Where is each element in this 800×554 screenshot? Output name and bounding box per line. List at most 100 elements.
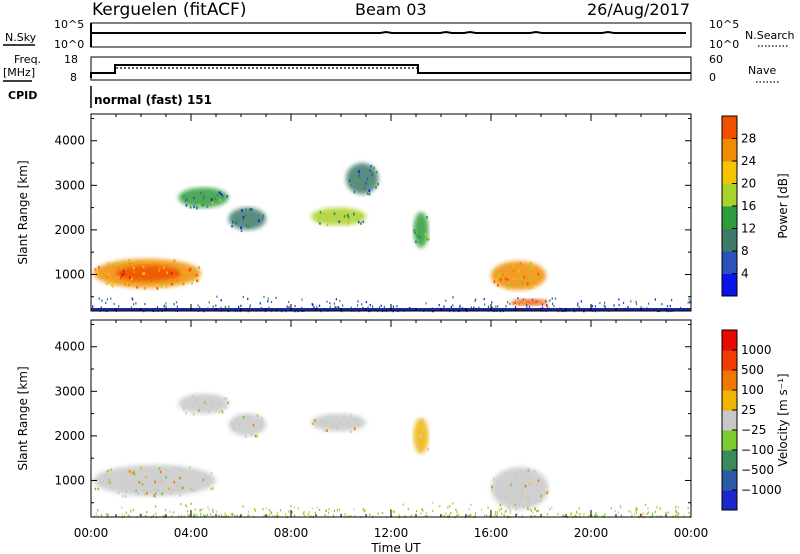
scatter-cell (316, 305, 318, 309)
colorbar-label: Velocity [m s⁻¹] (776, 373, 790, 466)
scatter-cell (473, 306, 475, 309)
scatter-cell (105, 282, 108, 285)
scatter-cell (171, 515, 173, 518)
scatter-cell (208, 508, 210, 511)
scatter-cell (516, 477, 518, 481)
scatter-cell (595, 512, 597, 515)
scatter-cell (136, 483, 138, 487)
scatter-cell (181, 486, 184, 490)
scatter-cell (594, 514, 596, 518)
scatter-cell (105, 513, 107, 516)
scatter-cell (354, 427, 356, 431)
scatter-cell (484, 514, 486, 517)
scatter-cell (194, 399, 197, 403)
scatter-cell (689, 301, 691, 304)
scatter-cell (248, 514, 250, 518)
scatter-cell (130, 472, 133, 475)
scatter-cell (528, 482, 531, 486)
scatter-cell (158, 266, 161, 270)
scatter-cell (210, 198, 213, 201)
scatter-cell (362, 220, 365, 224)
scatter-cell (191, 395, 194, 398)
scatter-cell (324, 514, 326, 517)
scatter-cell (180, 469, 182, 473)
scatter-cell (156, 475, 159, 478)
scatter-cell (233, 427, 235, 431)
scatter-cell (509, 487, 512, 490)
scatter-cell (319, 222, 321, 225)
scatter-cell (495, 269, 497, 272)
frequency-line (90, 64, 691, 78)
colorbar-tick-label: 4 (741, 267, 749, 281)
scatter-cell (528, 276, 531, 280)
scatter-cell (256, 434, 258, 438)
scatter-cell (493, 477, 495, 481)
scatter-cell (470, 306, 472, 309)
station-title: Kerguelen (fitACF) (92, 0, 246, 20)
scatter-cell (270, 512, 273, 515)
scatter-cell (427, 447, 429, 451)
scatter-cell (159, 478, 162, 482)
scatter-cell (202, 478, 205, 482)
scatter-cell (628, 510, 630, 513)
scatter-cell (537, 509, 539, 512)
scatter-cell (145, 475, 148, 479)
scatter-cell (268, 513, 270, 516)
scatter-cell (459, 306, 461, 309)
scatter-cell (242, 415, 244, 419)
scatter-cell (130, 277, 133, 281)
scatter-cell (527, 505, 529, 508)
scatter-cell (135, 302, 137, 305)
time-axis-label: Time UT (370, 541, 421, 554)
scatter-cell (457, 309, 459, 312)
scatter-cell (134, 483, 137, 487)
scatter-cell (468, 508, 470, 511)
scatter-cell (521, 495, 523, 498)
scatter-cell (185, 505, 188, 508)
scatter-cell (529, 287, 531, 290)
scatter-cell (329, 302, 331, 305)
scatter-cell (337, 306, 339, 309)
scatter-cell (494, 513, 496, 516)
scatter-cell (190, 488, 193, 491)
scatter-cell (189, 206, 192, 209)
scatter-cell (238, 423, 240, 426)
y-tick-label: 4000 (54, 340, 85, 354)
scatter-cell (487, 305, 490, 308)
scatter-region-6 (413, 212, 429, 248)
scatter-cell (635, 302, 638, 306)
scatter-cell (201, 477, 203, 481)
power-panel: 1000 2000 3000 4000 Slant Range [km] (16, 113, 692, 313)
scatter-cell (183, 194, 185, 198)
scatter-cell (153, 494, 155, 497)
scatter-cell (523, 275, 525, 279)
scatter-cell (514, 301, 516, 304)
scatter-cell (230, 422, 233, 425)
scatter-cell (136, 286, 138, 289)
scatter-cell (447, 506, 449, 509)
scatter-cell (348, 515, 350, 518)
scatter-cell (396, 305, 398, 308)
scatter-cell (350, 430, 352, 434)
scatter-cell (527, 469, 530, 472)
scatter-cell (474, 512, 477, 515)
scatter-cell (526, 304, 528, 307)
cpid-value: normal (fast) 151 (94, 93, 212, 107)
scatter-cell (576, 510, 578, 513)
scatter-cell (523, 283, 525, 287)
scatter-cell (353, 508, 355, 511)
scatter-cell (154, 480, 156, 484)
scatter-cell (101, 299, 103, 302)
scatter-cell (505, 305, 507, 308)
scatter-region-1 (116, 265, 181, 282)
scatter-cell (504, 510, 506, 514)
scatter-cell (522, 298, 525, 301)
scatter-cell (121, 506, 123, 509)
scatter-cell (413, 228, 416, 232)
scatter-cell (677, 511, 679, 514)
scatter-cell (553, 304, 555, 308)
freq-tick-high: 18 (64, 53, 78, 66)
scatter-cell (115, 262, 117, 266)
scatter-cell (131, 297, 133, 300)
x-tick-label: 08:00 (274, 526, 309, 540)
